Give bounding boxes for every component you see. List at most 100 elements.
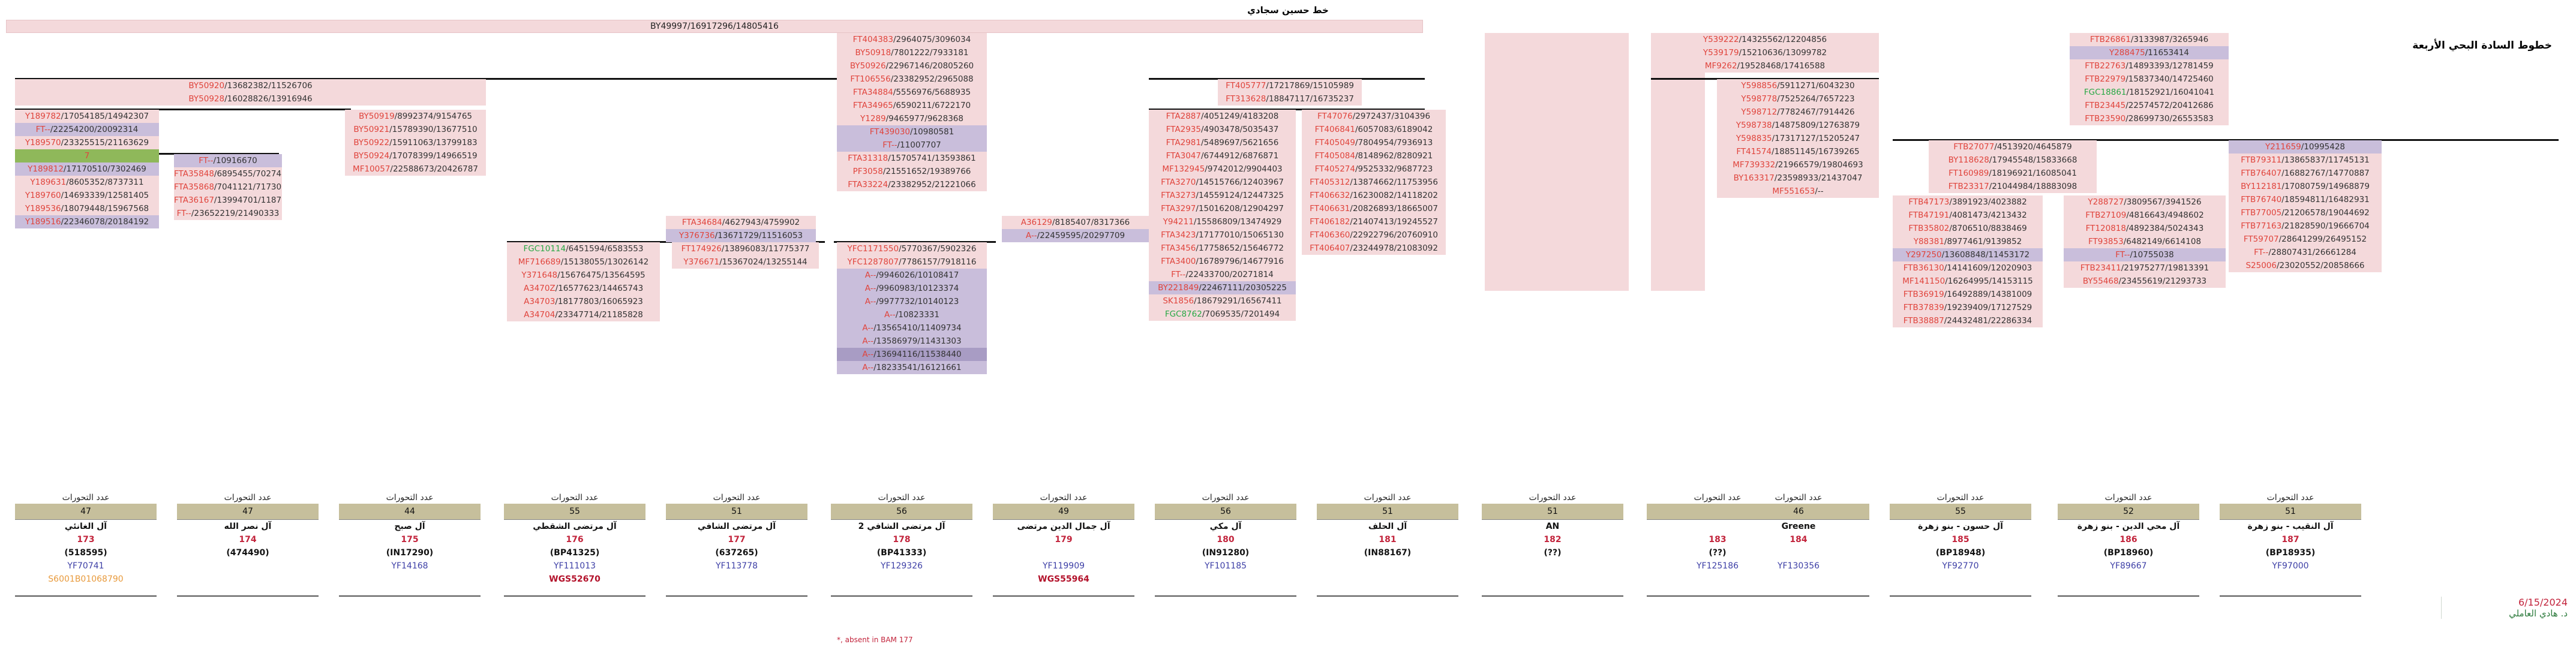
mutation-count: 56 bbox=[1155, 504, 1296, 520]
snp-position: /22574572/20412686 bbox=[2125, 101, 2214, 110]
snp-row: Y598856/5911271/6043230 bbox=[1717, 79, 1879, 92]
branch-line bbox=[1149, 109, 1425, 110]
snp-row: FTB27109/4816643/4948602 bbox=[2064, 209, 2226, 222]
snp-name: MF551653 bbox=[1772, 186, 1815, 196]
snp-position: /21828590/19666704 bbox=[2281, 221, 2370, 231]
snp-position: /23382952/2965088 bbox=[890, 74, 974, 84]
snp-position: /15705741/13593861 bbox=[888, 154, 976, 163]
snp-position: /17054185/14942307 bbox=[61, 112, 149, 121]
snp-position: /18847117/16735237 bbox=[1266, 94, 1354, 104]
mutation-count: 51 bbox=[1317, 504, 1458, 520]
snp-position: /17177010/15065130 bbox=[1196, 230, 1284, 240]
snp-name: FTB37839 bbox=[1903, 303, 1944, 312]
snp-position: /22459595/20297709 bbox=[1037, 231, 1125, 240]
snp-position: /17758652/15646772 bbox=[1196, 243, 1284, 253]
snp-row: BY163317/23598933/21437047 bbox=[1717, 171, 1879, 185]
divider bbox=[1890, 595, 2031, 597]
snp-position: /10755038 bbox=[2130, 250, 2174, 260]
snp-name: FTB35802 bbox=[1908, 224, 1950, 233]
snp-row: Y189516/22346078/20184192 bbox=[15, 215, 159, 228]
snp-name: MF10057 bbox=[353, 164, 391, 174]
mutation-count-heading: عدد التحورات bbox=[1364, 493, 1412, 502]
mutation-count: 55 bbox=[1890, 504, 2031, 520]
kit-code: (BP18960) bbox=[2103, 548, 2154, 558]
snp-position: /11007707 bbox=[897, 140, 941, 150]
snp-name: BY50918 bbox=[855, 48, 891, 58]
snp-position: /18233541/16121661 bbox=[873, 363, 962, 372]
snp-name: FT41574 bbox=[1736, 147, 1772, 157]
snp-name: FT-- bbox=[2115, 250, 2130, 260]
snp-name: FT93853 bbox=[2088, 237, 2124, 246]
snp-row: FTB23411/21975277/19813391 bbox=[2064, 261, 2226, 275]
snp-row: FT120818/4892384/5024343 bbox=[2064, 222, 2226, 235]
mutation-count-heading: عدد التحورات bbox=[2266, 493, 2314, 502]
snp-name: BY221849 bbox=[1158, 283, 1199, 293]
snp-row: FT405312/13874662/11753956 bbox=[1302, 176, 1446, 189]
snp-position: /22433700/20271814 bbox=[1185, 270, 1274, 279]
snp-name: FT404383 bbox=[852, 35, 893, 44]
terminal-snp: YF111013 bbox=[553, 561, 596, 571]
snp-row: FTB27077/4513920/4645879 bbox=[1929, 140, 2097, 154]
snp-row: FTA3273/14559124/12447325 bbox=[1149, 189, 1296, 202]
snp-row: FT--/23652219/21490333 bbox=[174, 207, 282, 220]
lineage-number: 173 bbox=[77, 535, 95, 544]
snp-name: A34703 bbox=[524, 297, 556, 306]
snp-name: MF9262 bbox=[1704, 61, 1737, 71]
snp-row: MF132945/9742012/9904403 bbox=[1149, 162, 1296, 176]
snp-name: FT405312 bbox=[1310, 177, 1350, 187]
snp-row: FTB76407/16882767/14770887 bbox=[2229, 167, 2382, 180]
mutation-count: 51 bbox=[1482, 504, 1623, 520]
snp-position: /10980581 bbox=[910, 127, 954, 137]
snp-position: /19239409/17127529 bbox=[1944, 303, 2032, 312]
mutation-count-heading: عدد التحورات bbox=[1936, 493, 1984, 502]
mutation-count-heading: عدد التحورات bbox=[1694, 493, 1742, 502]
snp-name: Y88381 bbox=[1913, 237, 1944, 246]
lineage-number: 181 bbox=[1379, 535, 1397, 544]
snp-position: /22588673/20426787 bbox=[390, 164, 478, 174]
snp-name: Y297250 bbox=[1905, 250, 1942, 260]
kit-code: (BP41333) bbox=[876, 548, 927, 558]
snp-row: FT405274/9525332/9687723 bbox=[1302, 162, 1446, 176]
snp-row: MF551653/-- bbox=[1717, 185, 1879, 198]
snp-column: YFC1171550/5770367/5902326 YFC1287807/778… bbox=[837, 242, 987, 374]
snp-position: /9525332/9687723 bbox=[1355, 164, 1433, 174]
snp-name: FTB26861 bbox=[2089, 35, 2131, 44]
snp-name: FT406360 bbox=[1310, 230, 1350, 240]
snp-name: FTB22979 bbox=[2085, 74, 2126, 84]
snp-row: FTA3270/14515766/12403967 bbox=[1149, 176, 1296, 189]
snp-row: Y598778/7525264/7657223 bbox=[1717, 92, 1879, 106]
snp-name: BY55468 bbox=[2082, 276, 2119, 286]
snp-row: Y288475/11653414 bbox=[2070, 46, 2229, 59]
divider bbox=[2220, 595, 2361, 597]
snp-position: /7525264/7657223 bbox=[1777, 94, 1855, 104]
snp-position: /6590211/6722170 bbox=[893, 101, 971, 110]
snp-position: /16882767/14770887 bbox=[2281, 168, 2370, 178]
family-name: آل مرتضى الشقطي bbox=[533, 522, 617, 531]
snp-name: YFC1287807 bbox=[847, 257, 899, 267]
lineage-column: عدد التحورات 51 آل مرتضى الشافي 177 (637265)… bbox=[666, 492, 807, 597]
divider bbox=[1647, 595, 1788, 597]
snp-name: FTA2935 bbox=[1166, 125, 1201, 134]
mutation-count-heading: عدد التحورات bbox=[551, 493, 599, 502]
snp-row: BY50921/15789390/13677510 bbox=[345, 123, 486, 136]
snp-position: /19528468/17416588 bbox=[1737, 61, 1826, 71]
snp-position: /18152921/16041041 bbox=[2126, 88, 2215, 97]
secondary-snp: S6001B01068790 bbox=[48, 574, 124, 584]
lineage-column: عدد التحورات 55 آل حسون - بنو زهرة 185 (BP18… bbox=[1890, 492, 2031, 597]
snp-row: A--/9960983/10123374 bbox=[837, 282, 987, 295]
mutation-count: 55 bbox=[504, 504, 645, 520]
snp-row: FTA3047/6744912/6876871 bbox=[1149, 149, 1296, 162]
snp-row: FTB37839/19239409/17127529 bbox=[1893, 301, 2043, 314]
divider bbox=[339, 595, 481, 597]
kit-code: (518595) bbox=[64, 548, 107, 558]
secondary-snp: WGS52670 bbox=[549, 574, 601, 584]
snp-position: /8605352/8737311 bbox=[66, 177, 144, 187]
snp-name: FGC8762 bbox=[1164, 309, 1202, 319]
snp-name: MF141150 bbox=[1902, 276, 1945, 286]
snp-position: /21407413/19245527 bbox=[1350, 217, 1438, 227]
snp-row: Y211659/10995428 bbox=[2229, 140, 2382, 154]
snp-row: FTA31318/15705741/13593861 bbox=[837, 152, 987, 165]
snp-position: /14693339/12581405 bbox=[61, 191, 149, 200]
snp-position: /13694116/11538440 bbox=[873, 350, 962, 359]
snp-position: /15016208/12904297 bbox=[1196, 204, 1284, 213]
